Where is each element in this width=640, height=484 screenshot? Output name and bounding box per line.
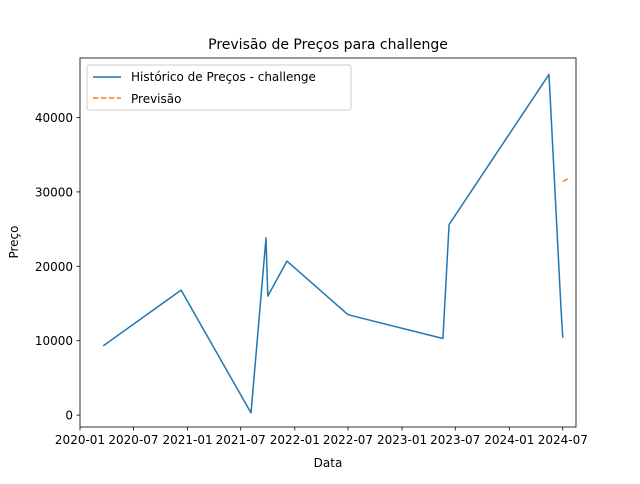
y-axis-label: Preço bbox=[7, 225, 21, 258]
axes-frame bbox=[79, 57, 577, 428]
x-axis-label: Data bbox=[314, 456, 343, 470]
x-tick-label: 2022-07 bbox=[323, 433, 373, 447]
y-tick-label: 0 bbox=[65, 409, 73, 423]
chart-title: Previsão de Preços para challenge bbox=[208, 37, 448, 53]
x-tick-label: 2022-01 bbox=[270, 433, 320, 447]
x-tick-label: 2020-01 bbox=[55, 433, 105, 447]
y-tick-label: 10000 bbox=[35, 334, 73, 348]
legend: Histórico de Preços - challenge Previsão bbox=[86, 64, 352, 111]
x-tick-label: 2021-07 bbox=[216, 433, 266, 447]
legend-box bbox=[86, 64, 352, 111]
y-tick-label: 40000 bbox=[35, 111, 73, 125]
x-tick-label: 2024-07 bbox=[538, 433, 588, 447]
y-tick-label: 20000 bbox=[35, 260, 73, 274]
x-tick-label: 2020-07 bbox=[108, 433, 158, 447]
x-tick-label: 2024-01 bbox=[484, 433, 534, 447]
x-tick-label: 2023-01 bbox=[377, 433, 427, 447]
plot-area bbox=[102, 73, 571, 414]
legend-label-previsao: Previsão bbox=[131, 92, 181, 106]
x-tick-label: 2023-07 bbox=[430, 433, 480, 447]
y-tick-label: 30000 bbox=[35, 185, 73, 199]
legend-label-historico: Histórico de Preços - challenge bbox=[131, 70, 316, 84]
axis-ticks: 2020-01 2020-07 2021-01 2021-07 2022-01 2022-… bbox=[35, 111, 588, 447]
series-line-1 bbox=[562, 177, 571, 183]
x-tick-label: 2021-01 bbox=[162, 433, 212, 447]
series-line-0 bbox=[102, 73, 564, 414]
